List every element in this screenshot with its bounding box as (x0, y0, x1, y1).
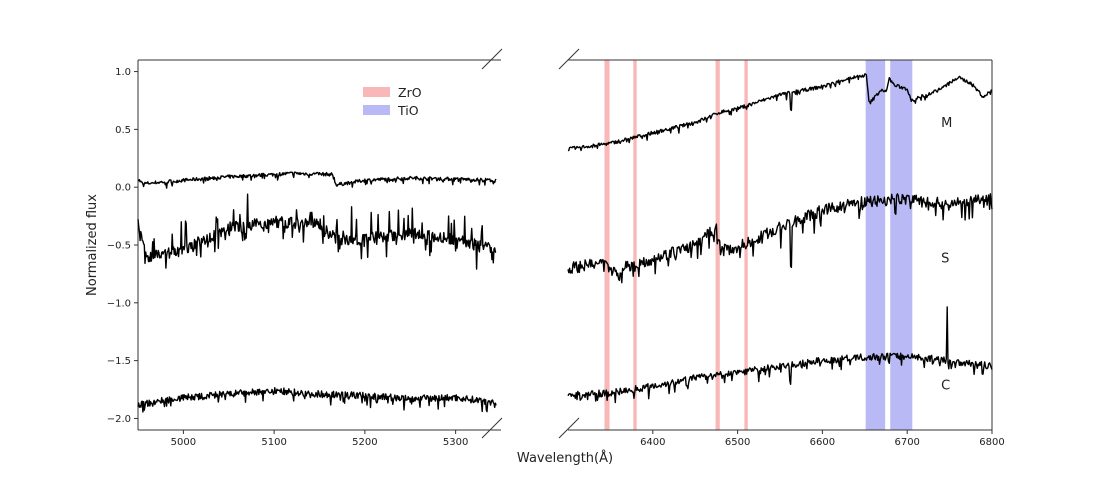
y-tick-label: −1.5 (107, 356, 131, 367)
legend-swatch-zro (363, 87, 390, 97)
legend: ZrO TiO (363, 85, 422, 118)
x-tick-label: 6800 (979, 437, 1004, 448)
y-tick-label: 1.0 (115, 67, 131, 78)
x-tick-label: 6500 (725, 437, 750, 448)
y-tick-label: −1.0 (107, 298, 131, 309)
y-axis-label: Normalized flux (85, 194, 100, 296)
zro-band-3 (744, 60, 748, 430)
legend-label-tio: TiO (397, 103, 419, 118)
x-tick-label: 5000 (171, 437, 196, 448)
y-tick-label: −2.0 (107, 414, 131, 425)
x-tick-label: 5100 (261, 437, 286, 448)
x-tick-label: 6600 (810, 437, 835, 448)
x-tick-label: 5200 (352, 437, 377, 448)
axis-ticks: 1.0 0.5 0.0 −0.5 −1.0 −1.5 −2.0 5000 5100 5200 530… (107, 67, 1005, 448)
zro-band-2 (715, 60, 720, 430)
zro-band-0 (604, 60, 610, 430)
label-c: C (941, 379, 950, 394)
zro-band-1 (633, 60, 637, 430)
y-tick-label: −0.5 (107, 241, 131, 252)
y-tick-label: 0.0 (115, 183, 131, 194)
label-s: S (941, 251, 949, 266)
x-tick-label: 6400 (640, 437, 665, 448)
spectrum-c-left (137, 387, 497, 413)
spectrum-c-right (567, 306, 993, 404)
spectrum-s-left (137, 193, 497, 270)
y-tick-label: 0.5 (115, 125, 131, 136)
tio-band-0 (865, 60, 886, 430)
spectra-lines (137, 73, 993, 413)
x-tick-label: 5300 (443, 437, 468, 448)
spectrum-m-left (137, 171, 497, 189)
spectrum-s-right (567, 193, 993, 284)
label-m: M (941, 116, 952, 131)
molecular-band-shading (604, 60, 913, 430)
legend-label-zro: ZrO (398, 85, 422, 100)
x-axis-label: Wavelength(Å) (517, 450, 613, 466)
x-tick-label: 6700 (894, 437, 919, 448)
star-type-labels: M S C (941, 116, 952, 393)
legend-swatch-tio (363, 105, 390, 115)
spectrum-m-right (567, 73, 993, 152)
tio-band-1 (890, 60, 913, 430)
